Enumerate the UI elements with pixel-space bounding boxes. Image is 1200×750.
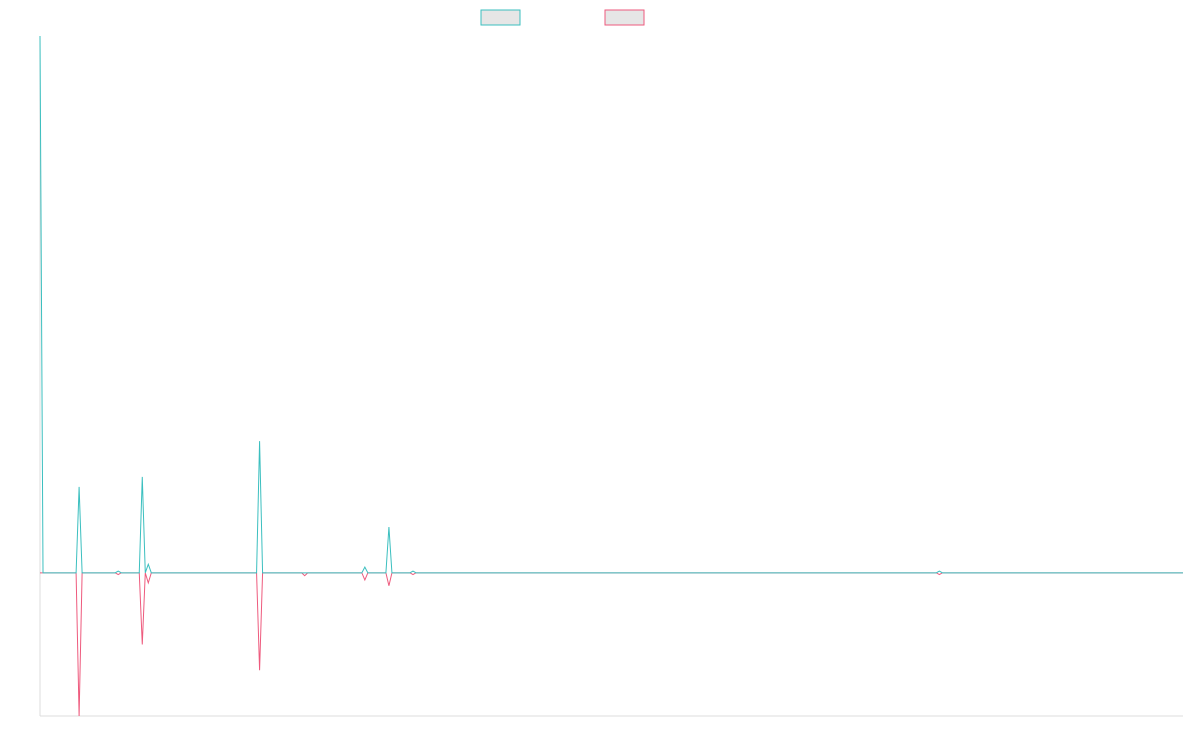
legend-swatch-series-1[interactable]: [480, 9, 521, 26]
axes: [39, 36, 1183, 717]
legend-swatch-series-2[interactable]: [604, 9, 645, 26]
series-line-2: [40, 572, 1183, 717]
legend: [480, 9, 645, 26]
series-line-1: [39, 35, 1183, 574]
plot-area: [39, 35, 1183, 717]
